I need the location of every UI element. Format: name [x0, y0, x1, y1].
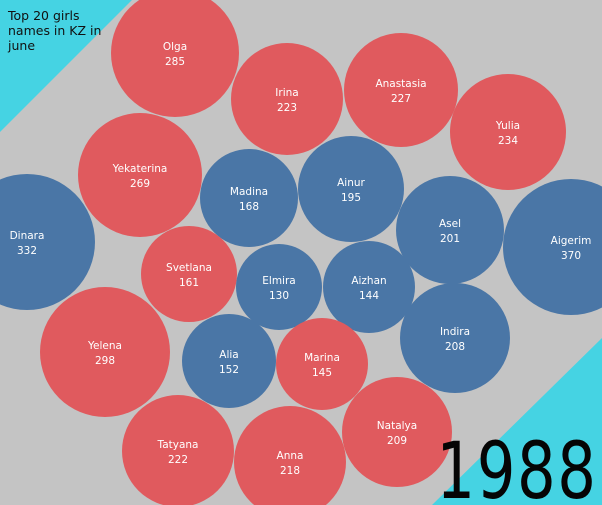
bubble-ainur: Ainur 195 — [298, 136, 404, 242]
bubble-label-irina: Irina — [275, 87, 298, 99]
bubble-label-alia: Alia — [219, 349, 238, 361]
bubble-yekaterina: Yekaterina 269 — [78, 113, 202, 237]
bubble-circle-yelena — [40, 287, 170, 417]
bubble-anastasia: Anastasia 227 — [344, 33, 458, 147]
bubble-label-ainur: Ainur — [337, 177, 365, 189]
bubble-label-aigerim: Aigerim — [551, 235, 592, 247]
bubble-value-anastasia: 227 — [391, 93, 411, 105]
bubble-marina: Marina 145 — [276, 318, 368, 410]
bubble-svetlana: Svetlana 161 — [141, 226, 237, 322]
bubble-circle-ainur — [298, 136, 404, 242]
bubble-alia: Alia 152 — [182, 314, 276, 408]
bubble-value-dinara: 332 — [17, 245, 37, 257]
bubble-value-asel: 201 — [440, 233, 460, 245]
bubble-yulia: Yulia 234 — [450, 74, 566, 190]
bubble-value-natalya: 209 — [387, 435, 407, 447]
bubble-circle-yulia — [450, 74, 566, 190]
bubble-tatyana: Tatyana 222 — [122, 395, 234, 505]
bubble-irina: Irina 223 — [231, 43, 343, 155]
bubble-circle-madina — [200, 149, 298, 247]
bubble-label-yulia: Yulia — [495, 120, 520, 132]
bubble-label-svetlana: Svetlana — [166, 262, 212, 274]
bubble-madina: Madina 168 — [200, 149, 298, 247]
bubble-anna: Anna 218 — [234, 406, 346, 505]
bubble-label-asel: Asel — [439, 218, 461, 230]
bubble-circle-elmira — [236, 244, 322, 330]
bubble-value-aizhan: 144 — [359, 290, 379, 302]
bubble-circle-olga — [111, 0, 239, 117]
bubble-olga: Olga 285 — [111, 0, 239, 117]
bubble-label-anastasia: Anastasia — [375, 78, 426, 90]
bubble-yelena: Yelena 298 — [40, 287, 170, 417]
bubble-label-madina: Madina — [230, 186, 268, 198]
bubble-value-olga: 285 — [165, 56, 185, 68]
bubble-circle-indira — [400, 283, 510, 393]
bottom-right-corner-triangle — [432, 338, 602, 505]
bubble-circle-svetlana — [141, 226, 237, 322]
bubble-value-anna: 218 — [280, 465, 300, 477]
year-label: 1988 — [436, 427, 598, 505]
bubble-label-marina: Marina — [304, 352, 340, 364]
bubble-value-alia: 152 — [219, 364, 239, 376]
bubble-natalya: Natalya 209 — [342, 377, 452, 487]
bubble-circle-aigerim — [503, 179, 602, 315]
bubble-value-madina: 168 — [239, 201, 259, 213]
bubble-asel: Asel 201 — [396, 176, 504, 284]
bubble-label-elmira: Elmira — [262, 275, 295, 287]
bubble-circle-tatyana — [122, 395, 234, 505]
bubble-label-indira: Indira — [440, 326, 470, 338]
bubble-value-ainur: 195 — [341, 192, 361, 204]
bubble-label-aizhan: Aizhan — [351, 275, 386, 287]
bubble-indira: Indira 208 — [400, 283, 510, 393]
bubble-dinara: Dinara 332 — [0, 174, 95, 310]
bubble-label-anna: Anna — [277, 450, 304, 462]
bubble-label-yelena: Yelena — [87, 340, 122, 352]
bubble-circle-anastasia — [344, 33, 458, 147]
bubble-circle-yekaterina — [78, 113, 202, 237]
bubble-circle-anna — [234, 406, 346, 505]
bubble-circle-dinara — [0, 174, 95, 310]
bubble-value-indira: 208 — [445, 341, 465, 353]
bubble-value-yelena: 298 — [95, 355, 115, 367]
bubble-value-elmira: 130 — [269, 290, 289, 302]
bubble-aigerim: Aigerim 370 — [503, 179, 602, 315]
bubble-circle-marina — [276, 318, 368, 410]
chart-title: Top 20 girls names in KZ in june — [8, 8, 102, 53]
bubble-value-irina: 223 — [277, 102, 297, 114]
bubble-circle-aizhan — [323, 241, 415, 333]
bubble-label-yekaterina: Yekaterina — [112, 163, 168, 175]
bubble-circle-natalya — [342, 377, 452, 487]
top-left-corner-triangle — [0, 0, 132, 132]
bubble-label-natalya: Natalya — [377, 420, 417, 432]
bubble-aizhan: Aizhan 144 — [323, 241, 415, 333]
bubble-circle-alia — [182, 314, 276, 408]
bubble-value-marina: 145 — [312, 367, 332, 379]
bubble-value-svetlana: 161 — [179, 277, 199, 289]
bubble-label-olga: Olga — [163, 41, 187, 53]
bubble-value-tatyana: 222 — [168, 454, 188, 466]
bubble-value-aigerim: 370 — [561, 250, 581, 262]
bubble-circle-irina — [231, 43, 343, 155]
bubble-label-tatyana: Tatyana — [157, 439, 199, 451]
bubble-value-yulia: 234 — [498, 135, 518, 147]
bubble-circle-asel — [396, 176, 504, 284]
bubble-elmira: Elmira 130 — [236, 244, 322, 330]
bubble-label-dinara: Dinara — [10, 230, 45, 242]
bubble-value-yekaterina: 269 — [130, 178, 150, 190]
